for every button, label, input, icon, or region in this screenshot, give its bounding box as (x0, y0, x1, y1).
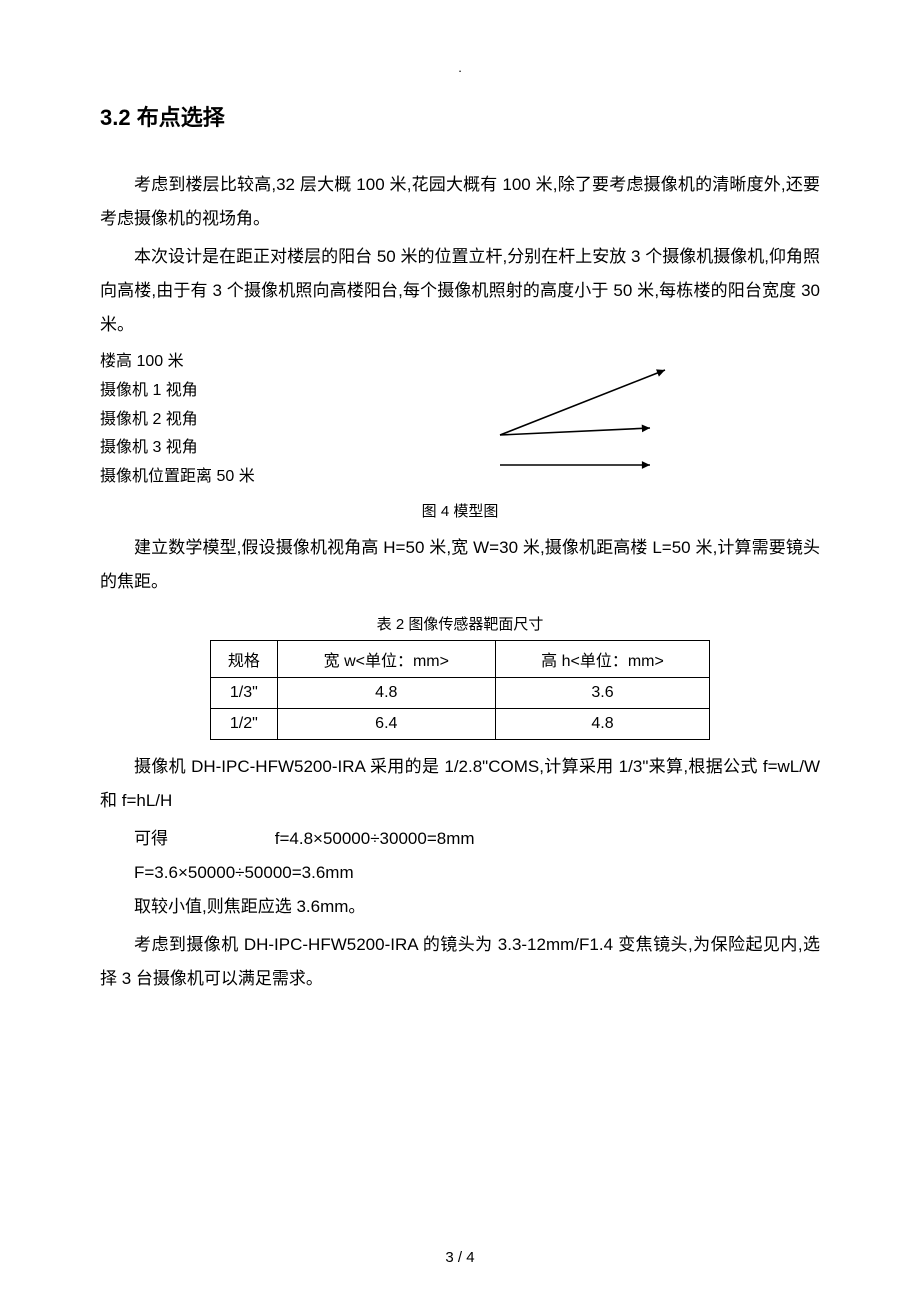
paragraph-4: 摄像机 DH-IPC-HFW5200-IRA 采用的是 1/2.8"COMS,计… (100, 750, 820, 818)
calc-formula-1: f=4.8×50000÷30000=8mm (275, 829, 475, 848)
calc-label-1: 可得 (134, 822, 270, 856)
arrows-diagram (480, 360, 700, 480)
diagram-label-2: 摄像机 1 视角 (100, 377, 360, 406)
diagram-svg-container (360, 348, 820, 492)
table-2-caption: 表 2 图像传感器靶面尺寸 (100, 613, 820, 634)
paragraph-5: 取较小值,则焦距应选 3.6mm。 (100, 890, 820, 924)
diagram-labels: 楼高 100 米 摄像机 1 视角 摄像机 2 视角 摄像机 3 视角 摄像机位… (100, 348, 360, 492)
diagram-label-1: 楼高 100 米 (100, 348, 360, 377)
table-cell: 4.8 (495, 708, 709, 739)
diagram-label-3: 摄像机 2 视角 (100, 406, 360, 435)
table-cell: 1/3" (211, 677, 278, 708)
section-heading: 3.2 布点选择 (100, 100, 820, 132)
table-row: 1/3" 4.8 3.6 (211, 677, 710, 708)
table-cell: 3.6 (495, 677, 709, 708)
page-top-dot: . (458, 60, 462, 75)
calc-line-2: F=3.6×50000÷50000=3.6mm (134, 856, 820, 890)
diagram-block: 楼高 100 米 摄像机 1 视角 摄像机 2 视角 摄像机 3 视角 摄像机位… (100, 348, 820, 492)
table-cell: 1/2" (211, 708, 278, 739)
paragraph-1: 考虑到楼层比较高,32 层大概 100 米,花园大概有 100 米,除了要考虑摄… (100, 168, 820, 236)
diagram-label-5: 摄像机位置距离 50 米 (100, 463, 360, 492)
page-footer: 3 / 4 (0, 1249, 920, 1266)
figure-4-caption: 图 4 模型图 (100, 500, 820, 521)
table-row: 1/2" 6.4 4.8 (211, 708, 710, 739)
calc-line-1: 可得 f=4.8×50000÷30000=8mm (134, 822, 820, 856)
table-cell: 4.8 (277, 677, 495, 708)
table-header-row: 规格 宽 w<单位：mm> 高 h<单位：mm> (211, 640, 710, 677)
paragraph-6: 考虑到摄像机 DH-IPC-HFW5200-IRA 的镜头为 3.3-12mm/… (100, 928, 820, 996)
table-header-spec: 规格 (211, 640, 278, 677)
paragraph-3: 建立数学模型,假设摄像机视角高 H=50 米,宽 W=30 米,摄像机距高楼 L… (100, 531, 820, 599)
paragraph-2: 本次设计是在距正对楼层的阳台 50 米的位置立杆,分别在杆上安放 3 个摄像机摄… (100, 240, 820, 342)
table-header-height: 高 h<单位：mm> (495, 640, 709, 677)
diagram-label-4: 摄像机 3 视角 (100, 434, 360, 463)
table-cell: 6.4 (277, 708, 495, 739)
sensor-size-table: 规格 宽 w<单位：mm> 高 h<单位：mm> 1/3" 4.8 3.6 1/… (210, 640, 710, 740)
table-header-width: 宽 w<单位：mm> (277, 640, 495, 677)
